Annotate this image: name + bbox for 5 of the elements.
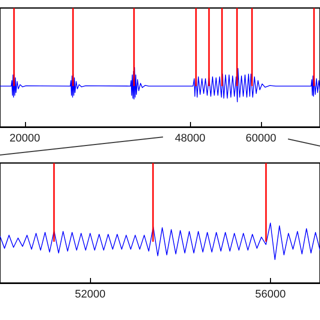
x-tick-label: 60000 [246, 132, 276, 144]
x-tick-label: 48000 [174, 132, 206, 144]
x-tick-label: 52000 [74, 288, 106, 300]
x-tick-label: 20000 [10, 132, 40, 144]
x-tick-label: 56000 [255, 288, 286, 300]
